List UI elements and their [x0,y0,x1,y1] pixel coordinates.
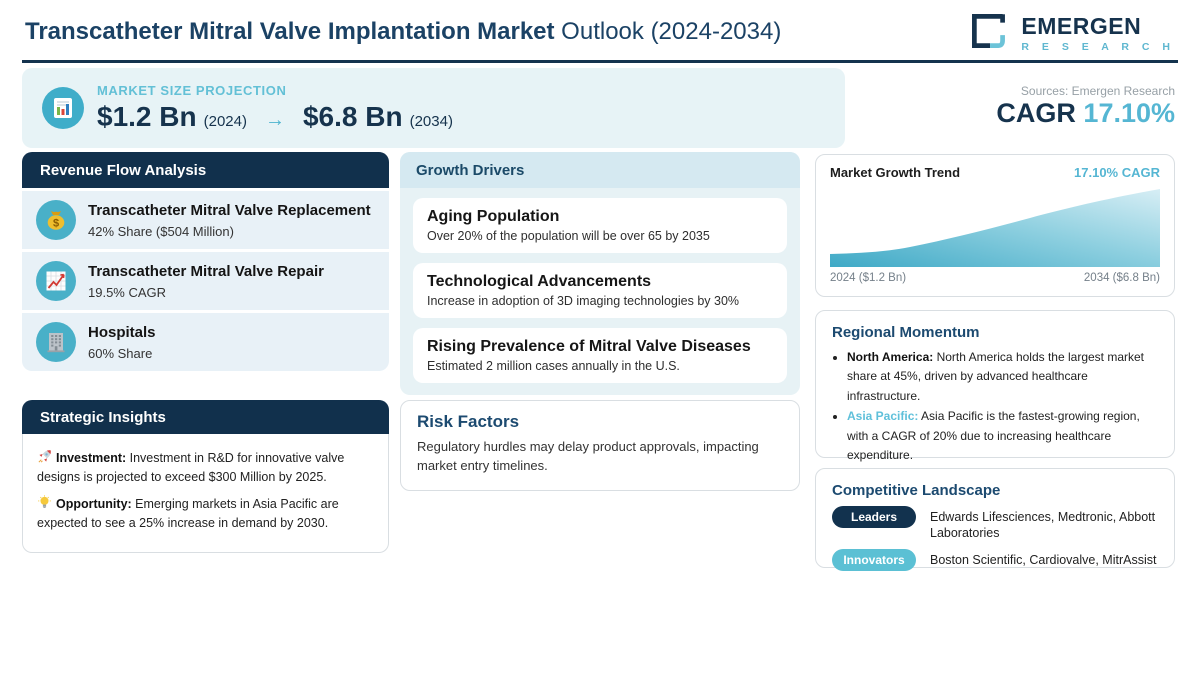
market-size-label: MARKET SIZE PROJECTION [97,83,287,98]
rocket-icon [37,449,52,464]
revenue-item-text: Hospitals 60% Share [88,323,156,360]
emergen-logo-icon [966,8,1012,59]
regional-item-north-america: North America: North America holds the l… [847,348,1158,406]
risk-factors-card: Risk Factors Regulatory hurdles may dela… [400,400,800,491]
regional-item-asia-pacific: Asia Pacific: Asia Pacific is the fastes… [847,407,1158,465]
cagr-label: CAGR [996,98,1084,128]
emergen-logo: EMERGEN R E S E A R C H [966,8,1175,59]
insight-opportunity: Opportunity: Emerging markets in Asia Pa… [37,495,374,534]
insight-investment: Investment: Investment in R&D for innova… [37,449,374,488]
growth-drivers-header: Growth Drivers [400,152,800,188]
cagr-value: 17.10% [1083,98,1175,128]
revenue-item-title: Hospitals [88,324,156,342]
revenue-item-repair: Transcatheter Mitral Valve Repair 19.5% … [22,252,389,310]
insight-text: Investment in R&D for innovative valve d… [37,451,345,485]
market-size-text: MARKET SIZE PROJECTION $1.2 Bn (2024) → … [97,83,453,133]
growth-card-title: Technological Advancements [427,273,652,290]
revenue-item-replacement: $ Transcatheter Mitral Valve Replacement… [22,191,389,249]
risk-factors-title: Risk Factors [417,412,520,431]
growth-drivers-panel: Growth Drivers Aging Population Over 20%… [400,152,800,395]
insight-label: Investment: [56,451,127,465]
risk-factors-text: Regulatory hurdles may delay product app… [417,439,759,473]
sources-note: Sources: Emergen Research [1020,84,1175,98]
innovators-companies: Boston Scientific, Cardiovalve, MitrAssi… [930,552,1157,567]
growth-card-text: Over 20% of the population will be over … [427,229,710,243]
revenue-item-text: Transcatheter Mitral Valve Replacement 4… [88,201,371,238]
page-title-regular: Outlook (2024-2034) [554,18,782,45]
revenue-item-subtitle: 60% Share [88,345,153,361]
arrow-right-icon: → [264,109,285,131]
emergen-logo-text: EMERGEN R E S E A R C H [1021,12,1175,53]
value-2024: $1.2 Bn [97,101,197,132]
trend-title: Market Growth Trend [830,165,961,180]
competitive-landscape-title: Competitive Landscape [832,482,1001,499]
region-label: North America: [847,350,934,364]
competitive-landscape-card: Competitive Landscape Leaders Edwards Li… [815,468,1175,571]
competitive-row-innovators: Innovators Boston Scientific, Cardiovalv… [832,548,1158,571]
value-2034: $6.8 Bn [302,101,403,132]
bar-chart-icon [42,87,84,129]
market-size-values: $1.2 Bn (2024) → $6.8 Bn (2034) [97,101,453,133]
strategic-insights-panel: Strategic Insights Investment: Investmen… [22,400,389,553]
money-bag-icon: $ [36,200,76,240]
growth-card-title: Rising Prevalence of Mitral Valve Diseas… [427,338,751,355]
revenue-item-hospitals: Hospitals 60% Share [22,313,389,371]
trend-axis-labels: 2024 ($1.2 Bn) 2034 ($6.8 Bn) [830,272,1160,284]
revenue-item-text: Transcatheter Mitral Valve Repair 19.5% … [88,262,324,299]
market-size-banner: MARKET SIZE PROJECTION $1.2 Bn (2024) → … [22,68,845,148]
page-title-bold: Transcatheter Mitral Valve Implantation … [25,18,555,45]
growth-card-aging: Aging Population Over 20% of the populat… [413,198,787,253]
growth-card-technology: Technological Advancements Increase in a… [413,263,787,318]
revenue-flow-header: Revenue Flow Analysis [22,152,389,188]
growth-card-text: Estimated 2 million cases annually in th… [427,359,680,373]
market-growth-trend-card: Market Growth Trend 17.10% CAGR 2024 ($1… [815,154,1175,297]
trend-header: Market Growth Trend 17.10% CAGR [830,165,1160,180]
competitive-row-leaders: Leaders Edwards Lifesciences, Medtronic,… [832,506,1158,542]
trend-cagr-label: 17.10% CAGR [1074,165,1160,180]
building-icon [36,322,76,362]
logo-name: EMERGEN [1021,12,1142,39]
regional-momentum-card: Regional Momentum North America: North A… [815,310,1175,502]
logo-subtitle: R E S E A R C H [1021,40,1175,53]
page-title: Transcatheter Mitral Valve Implantation … [25,18,781,46]
regional-momentum-title: Regional Momentum [832,324,980,341]
year-2034: (2034) [409,113,453,130]
svg-text:$: $ [53,218,59,230]
growth-card-text: Increase in adoption of 3D imaging techn… [427,294,740,308]
revenue-item-title: Transcatheter Mitral Valve Repair [88,263,324,281]
revenue-item-subtitle: 19.5% CAGR [88,284,167,300]
chart-up-icon [36,261,76,301]
growth-card-prevalence: Rising Prevalence of Mitral Valve Diseas… [413,328,787,383]
insight-text: Emerging markets in Asia Pacific are exp… [37,496,339,531]
trend-end-label: 2034 ($6.8 Bn) [1083,272,1160,284]
region-text: North America holds the largest market s… [847,350,1145,403]
growth-trend-area-chart [830,189,1160,267]
leaders-companies: Edwards Lifesciences, Medtronic, Abbott … [930,510,1156,541]
year-2024: (2024) [203,113,247,130]
growth-card-title: Aging Population [427,208,560,225]
revenue-flow-panel: Revenue Flow Analysis $ Transcatheter Mi… [22,152,389,371]
strategic-insights-body: Investment: Investment in R&D for innova… [22,434,389,553]
region-label: Asia Pacific: [847,409,919,424]
cagr-headline: CAGR 17.10% [996,98,1175,129]
revenue-item-title: Transcatheter Mitral Valve Replacement [88,202,371,220]
leaders-badge: Leaders [832,506,916,528]
region-text: Asia Pacific is the fastest-growing regi… [847,409,1140,463]
innovators-badge: Innovators [832,548,916,571]
strategic-insights-header: Strategic Insights [22,400,389,434]
trend-start-label: 2024 ($1.2 Bn) [830,272,907,284]
header-divider [22,60,1178,63]
revenue-item-subtitle: 42% Share ($504 Million) [88,223,234,239]
insight-label: Opportunity: [56,496,132,511]
bulb-icon [37,495,52,510]
